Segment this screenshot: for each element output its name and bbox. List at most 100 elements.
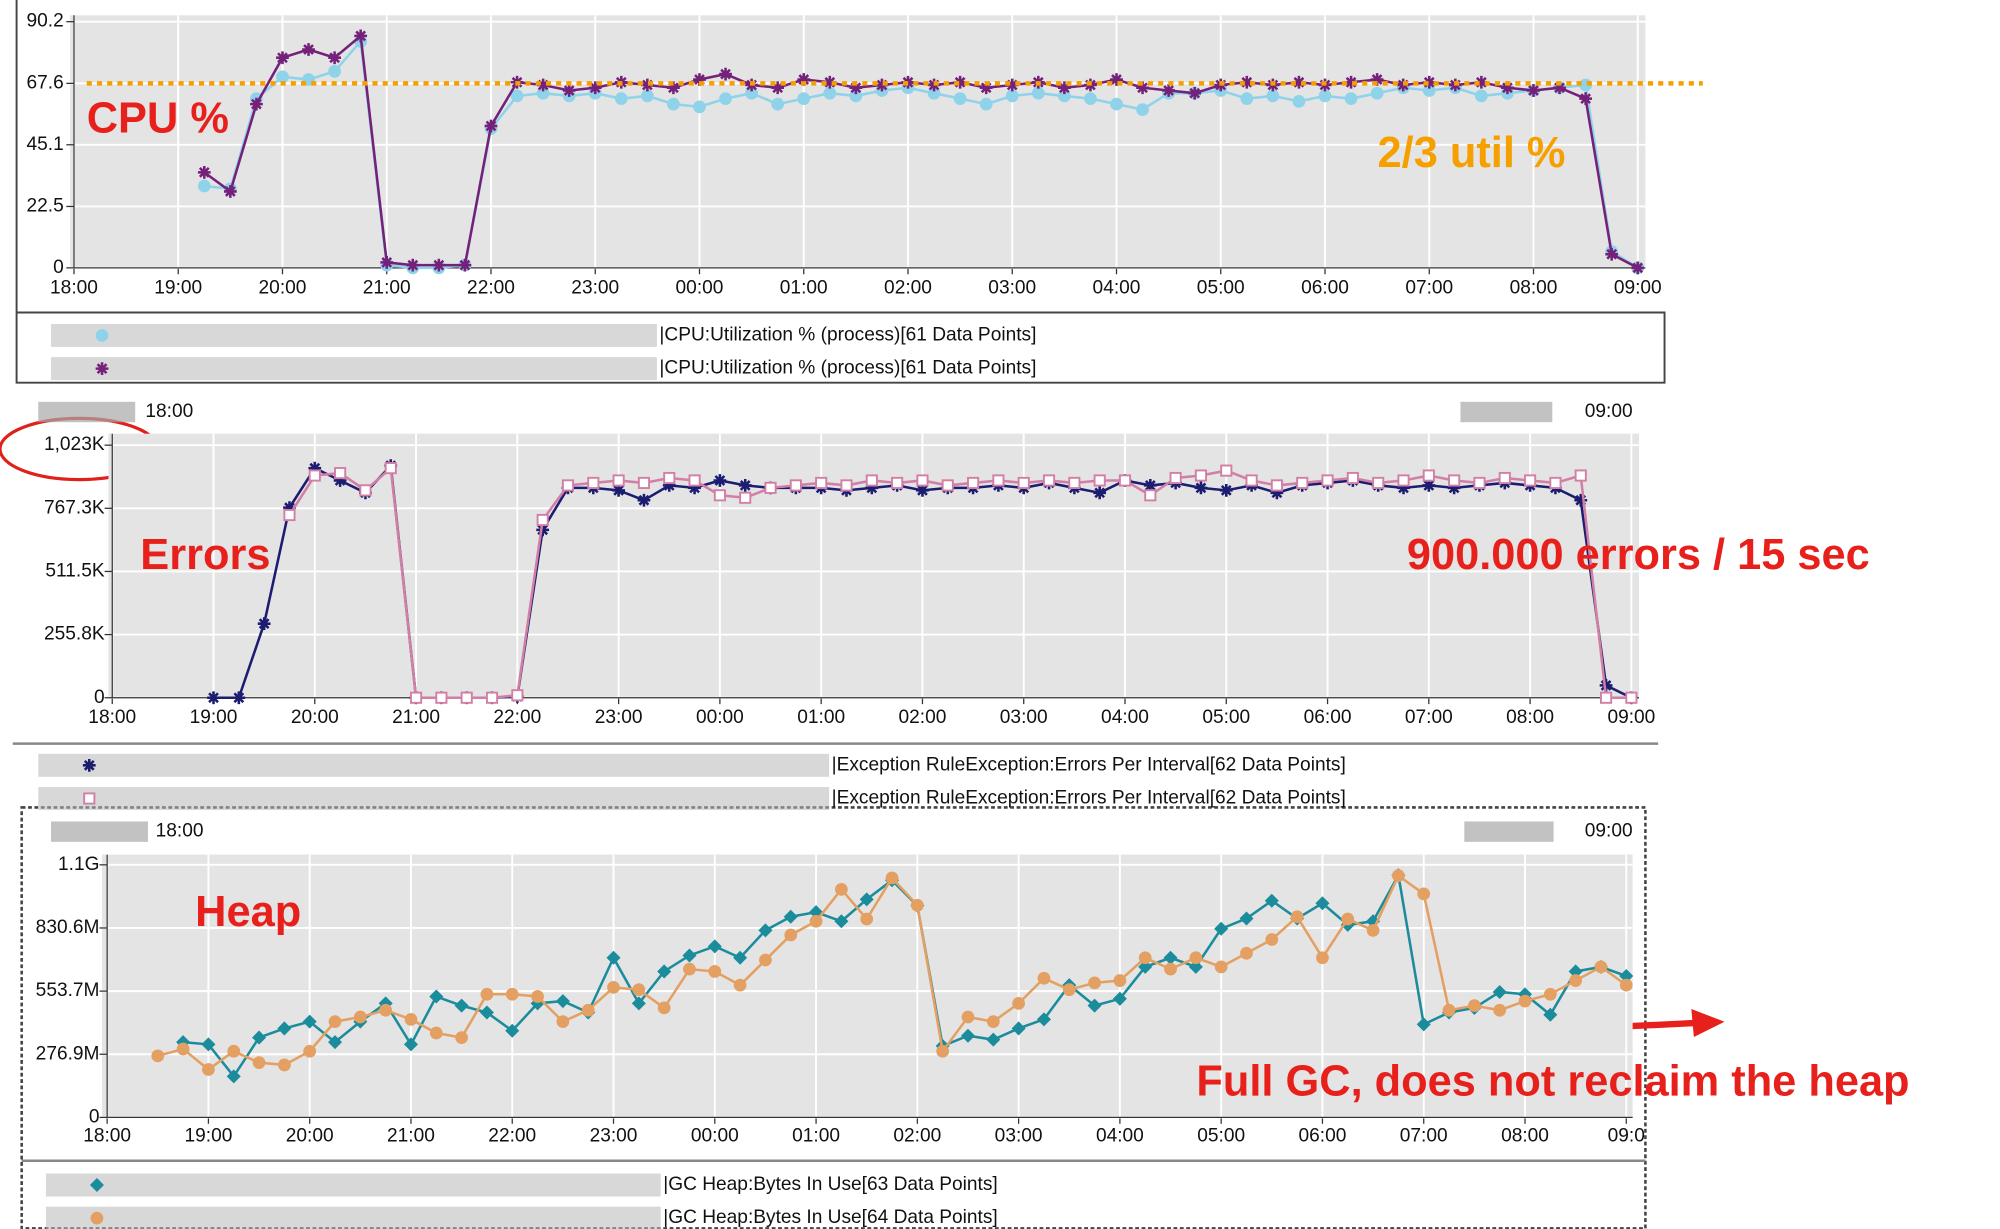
point bbox=[89, 1177, 104, 1193]
point bbox=[614, 92, 628, 106]
point bbox=[250, 97, 263, 111]
point bbox=[1625, 691, 1638, 704]
point bbox=[764, 481, 777, 494]
point bbox=[1527, 84, 1540, 97]
point bbox=[1422, 479, 1436, 492]
point bbox=[1366, 924, 1380, 937]
point bbox=[223, 185, 237, 198]
point bbox=[252, 1030, 267, 1045]
point bbox=[1188, 959, 1203, 974]
point bbox=[1543, 987, 1557, 1001]
point bbox=[1088, 976, 1101, 990]
point bbox=[1245, 474, 1258, 487]
x-tick-label: 20:00 bbox=[291, 707, 339, 728]
point bbox=[404, 1012, 418, 1026]
point bbox=[875, 78, 889, 92]
point bbox=[815, 476, 828, 490]
point bbox=[1093, 486, 1107, 500]
point bbox=[1068, 476, 1081, 490]
y-tick-label: 0 bbox=[94, 687, 105, 708]
x-tick-label: 09:0 bbox=[1608, 1126, 1645, 1147]
blurred-text bbox=[38, 753, 830, 777]
point bbox=[637, 493, 651, 507]
point bbox=[176, 1042, 190, 1056]
point bbox=[1321, 474, 1334, 487]
x-tick-label: 18:00 bbox=[50, 277, 98, 298]
y-tick-label: 0 bbox=[53, 257, 64, 278]
point bbox=[1346, 471, 1359, 485]
point bbox=[657, 1001, 671, 1015]
point bbox=[1110, 97, 1123, 111]
y-tick-label: 22.5 bbox=[27, 196, 64, 217]
point bbox=[588, 81, 602, 95]
panel-frame bbox=[20, 806, 1647, 1229]
point bbox=[916, 483, 929, 497]
point bbox=[536, 513, 549, 527]
point bbox=[1493, 1003, 1507, 1017]
point bbox=[1619, 968, 1634, 984]
point bbox=[1240, 946, 1253, 960]
point bbox=[733, 950, 748, 965]
point bbox=[581, 1003, 595, 1017]
point bbox=[1087, 998, 1102, 1013]
point bbox=[1164, 962, 1177, 976]
header-start: 18:00 bbox=[156, 821, 204, 842]
point bbox=[328, 51, 341, 65]
point bbox=[432, 258, 446, 272]
annotation: Heap bbox=[195, 888, 301, 936]
x-tick-label: 18:00 bbox=[83, 1126, 131, 1147]
point bbox=[202, 1063, 215, 1076]
x-tick-label: 08:00 bbox=[1510, 277, 1558, 298]
point bbox=[1600, 691, 1613, 704]
point bbox=[941, 479, 954, 492]
point bbox=[1169, 471, 1182, 485]
point bbox=[1194, 481, 1208, 495]
point bbox=[201, 1037, 216, 1052]
point bbox=[1057, 81, 1071, 95]
x-tick-label: 03:00 bbox=[988, 277, 1036, 298]
point bbox=[789, 479, 802, 492]
point bbox=[1397, 474, 1410, 487]
point bbox=[1599, 679, 1613, 692]
point bbox=[1011, 1021, 1026, 1036]
y-tick-label: 255.8K bbox=[44, 624, 105, 645]
point bbox=[967, 476, 980, 490]
point bbox=[771, 81, 785, 95]
point bbox=[302, 43, 315, 56]
point bbox=[1031, 86, 1045, 100]
x-tick-label: 07:00 bbox=[1405, 277, 1453, 298]
blurred-text bbox=[38, 401, 136, 423]
header-end: 09:00 bbox=[1585, 401, 1633, 422]
point bbox=[1036, 1012, 1051, 1027]
point bbox=[986, 1015, 1000, 1028]
point bbox=[849, 81, 863, 95]
point bbox=[197, 179, 211, 193]
y-tick-label: 0 bbox=[89, 1106, 100, 1127]
point bbox=[151, 1049, 165, 1063]
point bbox=[1605, 247, 1619, 261]
annotation: Errors bbox=[140, 531, 270, 579]
point bbox=[1118, 474, 1132, 487]
point bbox=[435, 691, 448, 704]
point bbox=[1574, 493, 1588, 507]
point bbox=[354, 29, 368, 43]
point bbox=[308, 461, 322, 475]
x-tick-label: 19:00 bbox=[190, 707, 238, 728]
point bbox=[1194, 469, 1208, 482]
y-tick-label: 830.6M bbox=[36, 917, 100, 938]
point bbox=[1574, 469, 1587, 482]
x-tick-label: 20:00 bbox=[286, 1126, 334, 1147]
point bbox=[1473, 476, 1486, 490]
x-tick-label: 07:00 bbox=[1400, 1126, 1448, 1147]
point bbox=[693, 73, 706, 86]
point bbox=[562, 84, 576, 97]
point bbox=[226, 1069, 241, 1084]
x-tick-label: 22:00 bbox=[467, 277, 515, 298]
x-tick-label: 05:00 bbox=[1197, 1126, 1245, 1147]
x-tick-label: 19:00 bbox=[184, 1126, 232, 1147]
point bbox=[739, 491, 752, 504]
x-tick-label: 09:00 bbox=[1614, 277, 1662, 298]
point bbox=[708, 965, 722, 978]
point bbox=[556, 1015, 570, 1028]
point bbox=[1549, 476, 1562, 490]
